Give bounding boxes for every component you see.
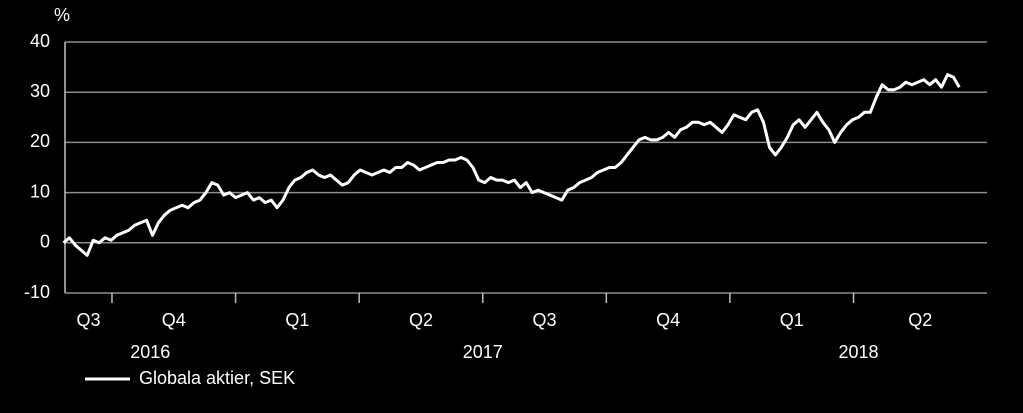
year-label: 2016 <box>130 342 170 362</box>
quarter-label: Q1 <box>780 310 804 330</box>
quarter-label: Q1 <box>285 310 309 330</box>
quarter-label: Q4 <box>656 310 680 330</box>
quarter-label: Q2 <box>409 310 433 330</box>
y-tick-label: 30 <box>30 81 50 101</box>
y-tick-label: -10 <box>24 282 50 302</box>
y-tick-label: 10 <box>30 181 50 201</box>
y-tick-label: 40 <box>30 31 50 51</box>
quarter-label: Q2 <box>908 310 932 330</box>
year-label: 2017 <box>463 342 503 362</box>
quarter-label: Q4 <box>162 310 186 330</box>
data-line <box>62 73 961 257</box>
year-label: 2018 <box>838 342 878 362</box>
quarter-label: Q3 <box>533 310 557 330</box>
y-axis-unit: % <box>54 5 70 25</box>
y-tick-label: 0 <box>40 232 50 252</box>
quarter-label: Q3 <box>76 310 100 330</box>
legend-label: Globala aktier, SEK <box>139 368 295 388</box>
y-tick-label: 20 <box>30 131 50 151</box>
